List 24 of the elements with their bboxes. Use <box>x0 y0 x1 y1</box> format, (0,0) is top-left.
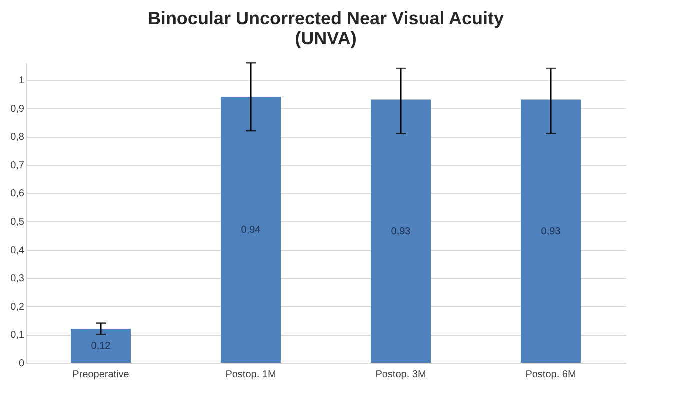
y-tick-label: 0,1 <box>10 330 25 342</box>
x-tick-label: Preoperative <box>72 370 130 380</box>
bar <box>371 100 431 363</box>
bar <box>71 329 131 363</box>
data-label: 0,93 <box>541 226 562 238</box>
y-tick-label: 0,9 <box>10 104 25 115</box>
y-tick-label: 0,3 <box>10 274 25 285</box>
x-tick-label: Postop. 6M <box>526 370 576 380</box>
y-tick-label: 0,8 <box>10 132 25 144</box>
data-label: 0,93 <box>391 226 412 238</box>
y-tick-label: 0,5 <box>10 216 25 228</box>
y-tick-label: 0,6 <box>10 188 25 200</box>
x-tick-label: Postop. 1M <box>226 370 276 380</box>
y-tick-label: 0,7 <box>10 160 25 172</box>
data-label: 0,94 <box>241 224 262 236</box>
data-label: 0,12 <box>91 341 112 352</box>
y-tick-label: 0,2 <box>10 302 25 313</box>
x-tick-label: Postop. 3M <box>376 370 426 380</box>
bar <box>221 96 281 363</box>
y-tick-label: 0,4 <box>10 245 25 256</box>
bar <box>521 100 581 363</box>
y-tick-label: 1 <box>18 75 25 86</box>
y-tick-label: 0 <box>18 358 25 370</box>
chart-title: Binocular Uncorrected Near Visual Acuity (UNVA) <box>148 8 504 48</box>
